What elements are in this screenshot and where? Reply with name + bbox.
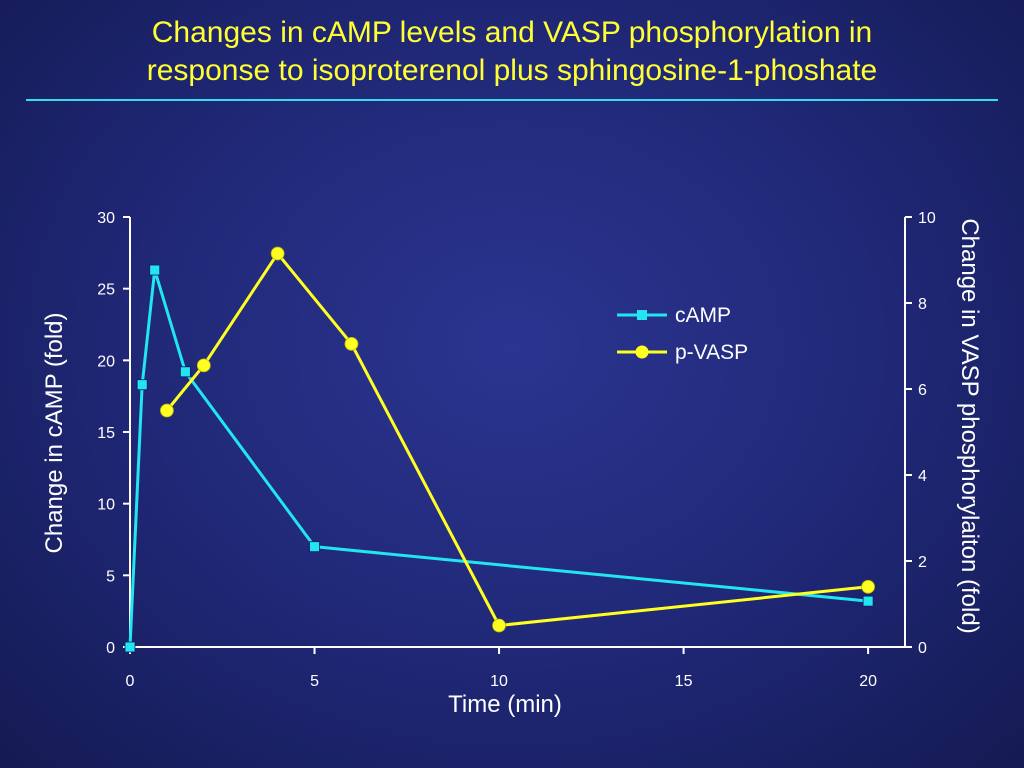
y-right-tick-label: 4 [918, 468, 927, 485]
series-p-vasp-point [344, 336, 359, 351]
legend-p-vasp-label: p-VASP [675, 341, 748, 364]
series-camp-point [179, 366, 191, 378]
title-line-1: Changes in cAMP levels and VASP phosphor… [151, 16, 873, 49]
y-left-tick-label: 25 [97, 282, 115, 299]
legend-p-vasp-marker [635, 345, 649, 359]
series-p-vasp-point [492, 618, 506, 633]
series-p-vasp-point [196, 358, 211, 373]
y-right-tick-label: 10 [918, 210, 936, 227]
legend: cAMP p-VASP [617, 304, 748, 364]
y-axis-left-title: Change in cAMP (fold) [41, 312, 68, 553]
y-left-tick-label: 5 [106, 568, 115, 585]
series-camp-point [136, 379, 148, 391]
y-right-tick-label: 2 [918, 554, 927, 571]
y-left-tick-label: 10 [97, 497, 115, 514]
x-tick-label: 0 [126, 673, 135, 690]
series-camp-point [309, 541, 320, 553]
x-axis-title: Time (min) [448, 691, 562, 718]
title-line-2: response to isoproterenol plus sphingosi… [146, 54, 878, 87]
y-left-tick-label: 0 [106, 640, 115, 657]
series-layer [124, 246, 875, 653]
y-left-tick-label: 15 [97, 425, 115, 442]
series-camp-point [149, 264, 161, 276]
slide-title: Changes in cAMP levels and VASP phosphor… [0, 14, 1024, 90]
axes: 0 5 10 15 20 25 30 0 2 4 6 8 10 0 5 10 15 20 [97, 210, 936, 690]
series-p-vasp-point [160, 403, 174, 418]
series-camp-point [862, 595, 874, 607]
legend-camp-marker [637, 310, 647, 320]
y-left-tick-label: 30 [97, 210, 115, 227]
series-p-vasp-point [270, 246, 285, 261]
x-tick-label: 5 [310, 673, 319, 690]
series-camp-point [124, 641, 136, 653]
y-right-tick-label: 0 [918, 640, 927, 657]
legend-camp-label: cAMP [675, 304, 731, 327]
y-right-tick-label: 8 [918, 296, 927, 313]
y-left-tick-label: 20 [97, 353, 115, 370]
x-tick-label: 20 [859, 673, 877, 690]
y-right-tick-label: 6 [918, 382, 927, 399]
x-tick-label: 15 [675, 673, 693, 690]
series-camp-line [128, 268, 869, 648]
x-tick-label: 10 [490, 673, 508, 690]
y-axis-right-title: Change in VASP phosphorylaiton (fold) [956, 218, 983, 633]
series-p-vasp-point [861, 579, 875, 594]
title-divider [26, 99, 998, 101]
series-p-vasp-line [165, 252, 869, 627]
